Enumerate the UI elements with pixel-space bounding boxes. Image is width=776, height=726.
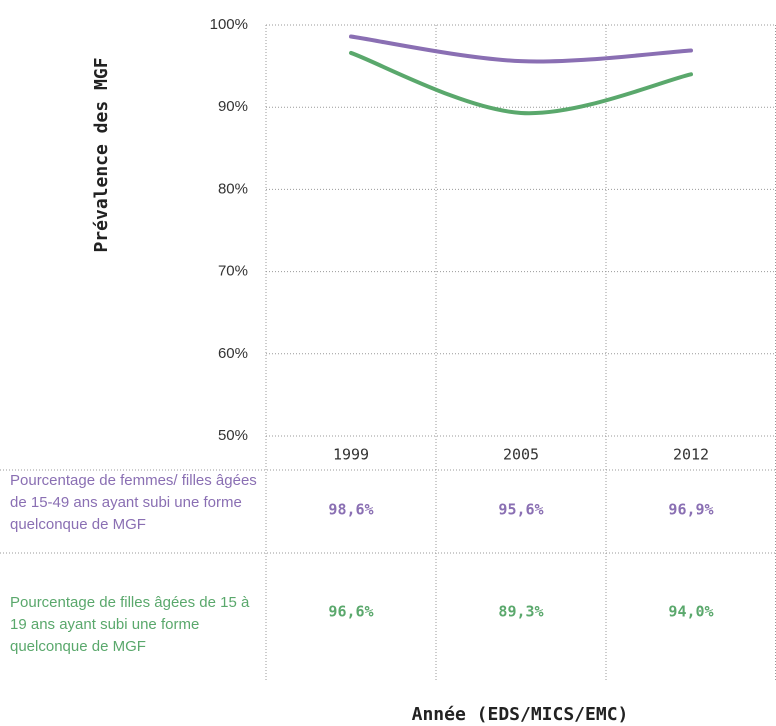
series-line (349, 50, 693, 116)
x-tick-label: 2005 (503, 446, 539, 464)
y-tick-label: 100% (210, 16, 248, 33)
y-tick-label: 70% (218, 263, 248, 280)
value-label: 96,9% (668, 501, 713, 519)
value-label: 98,6% (328, 501, 373, 519)
value-label: 96,6% (328, 603, 373, 621)
y-axis-label: Prévalence des MGF (91, 57, 112, 252)
series-line (349, 34, 693, 64)
value-label: 89,3% (498, 603, 543, 621)
x-tick-label: 2012 (673, 446, 709, 464)
y-tick-label: 60% (218, 345, 248, 362)
value-label: 94,0% (668, 603, 713, 621)
x-axis-label: Année (EDS/MICS/EMC) (412, 704, 629, 725)
y-tick-label: 90% (218, 98, 248, 115)
legend-label: Pourcentage de filles âgées de 15 à 19 a… (10, 594, 250, 655)
value-label: 95,6% (498, 501, 543, 519)
x-tick-label: 1999 (333, 446, 369, 464)
y-tick-label: 50% (218, 427, 248, 444)
legend-label: Pourcentage de femmes/ filles âgées de 1… (10, 472, 257, 533)
y-tick-label: 80% (218, 180, 248, 197)
